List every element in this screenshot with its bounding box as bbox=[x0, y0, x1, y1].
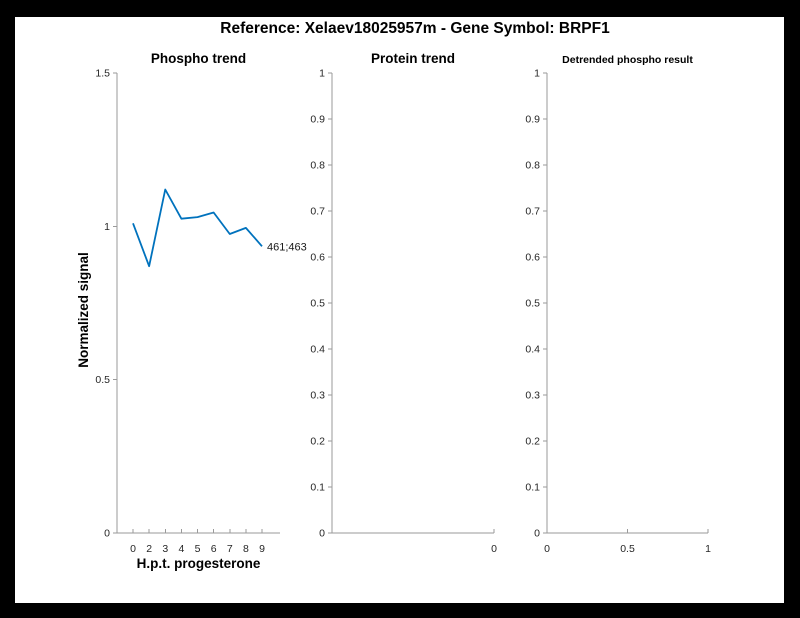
figure-title: Reference: Xelaev18025957m - Gene Symbol… bbox=[220, 20, 610, 37]
y-tick-label: 0 bbox=[319, 528, 325, 540]
y-tick-label: 0.8 bbox=[525, 160, 540, 172]
x-tick-label: 3 bbox=[162, 543, 168, 555]
y-tick-label: 1.5 bbox=[95, 68, 110, 80]
plot-title: Protein trend bbox=[371, 51, 455, 66]
x-tick-label: 1 bbox=[705, 543, 711, 555]
plot-title: Detrended phospho result bbox=[562, 54, 693, 66]
x-tick-label: 0 bbox=[130, 543, 136, 555]
y-tick-label: 1 bbox=[319, 68, 325, 80]
trend-line bbox=[132, 188, 263, 268]
y-tick-label: 0.6 bbox=[310, 252, 325, 264]
x-tick-label: 2 bbox=[146, 543, 152, 555]
y-tick-label: 0.2 bbox=[525, 436, 540, 448]
x-tick-label: 4 bbox=[178, 543, 184, 555]
y-tick-label: 0.4 bbox=[310, 344, 325, 356]
x-tick-label: 0.5 bbox=[620, 543, 635, 555]
y-tick-label: 0 bbox=[104, 528, 110, 540]
x-axis-label: H.p.t. progesterone bbox=[137, 556, 261, 571]
y-tick-label: 0.5 bbox=[525, 298, 540, 310]
figure-background bbox=[15, 17, 784, 603]
y-tick-label: 0.1 bbox=[525, 482, 540, 494]
y-tick-label: 0.3 bbox=[525, 390, 540, 402]
y-tick-label: 0 bbox=[534, 528, 540, 540]
x-tick-label: 9 bbox=[259, 543, 265, 555]
y-tick-label: 1 bbox=[104, 221, 110, 233]
y-tick-label: 0.2 bbox=[310, 436, 325, 448]
y-tick-label: 0.3 bbox=[310, 390, 325, 402]
y-tick-label: 0.4 bbox=[525, 344, 540, 356]
detrended-phospho-plot: 0 0.1 0.2 0.3 0.4 0.5 0.6 0.7 0.8 0.9 1 0 0.5 1 Detren… bbox=[525, 54, 711, 555]
x-tick-label: 5 bbox=[195, 543, 201, 555]
plot-title: Phospho trend bbox=[151, 51, 246, 66]
y-tick-label: 0.9 bbox=[525, 114, 540, 126]
x-tick-label: 7 bbox=[227, 543, 233, 555]
y-tick-label: 0.9 bbox=[310, 114, 325, 126]
y-tick-label: 1 bbox=[534, 68, 540, 80]
y-tick-label: 0.6 bbox=[525, 252, 540, 264]
y-tick-label: 0.8 bbox=[310, 160, 325, 172]
protein-trend-plot: 0 0.1 0.2 0.3 0.4 0.5 0.6 0.7 0.8 0.9 1 0 Protein tr… bbox=[310, 51, 497, 555]
y-tick-label: 0.5 bbox=[95, 374, 110, 386]
y-tick-label: 0.1 bbox=[310, 482, 325, 494]
x-tick-label: 0 bbox=[544, 543, 550, 555]
x-tick-label: 6 bbox=[211, 543, 217, 555]
x-tick-label: 0 bbox=[491, 543, 497, 555]
x-tick-label: 8 bbox=[243, 543, 249, 555]
y-tick-label: 0.7 bbox=[525, 206, 540, 218]
y-tick-label: 0.5 bbox=[310, 298, 325, 310]
point-annotation: 461;463 bbox=[267, 241, 307, 253]
y-axis-label: Normalized signal bbox=[76, 252, 91, 368]
y-tick-label: 0.7 bbox=[310, 206, 325, 218]
